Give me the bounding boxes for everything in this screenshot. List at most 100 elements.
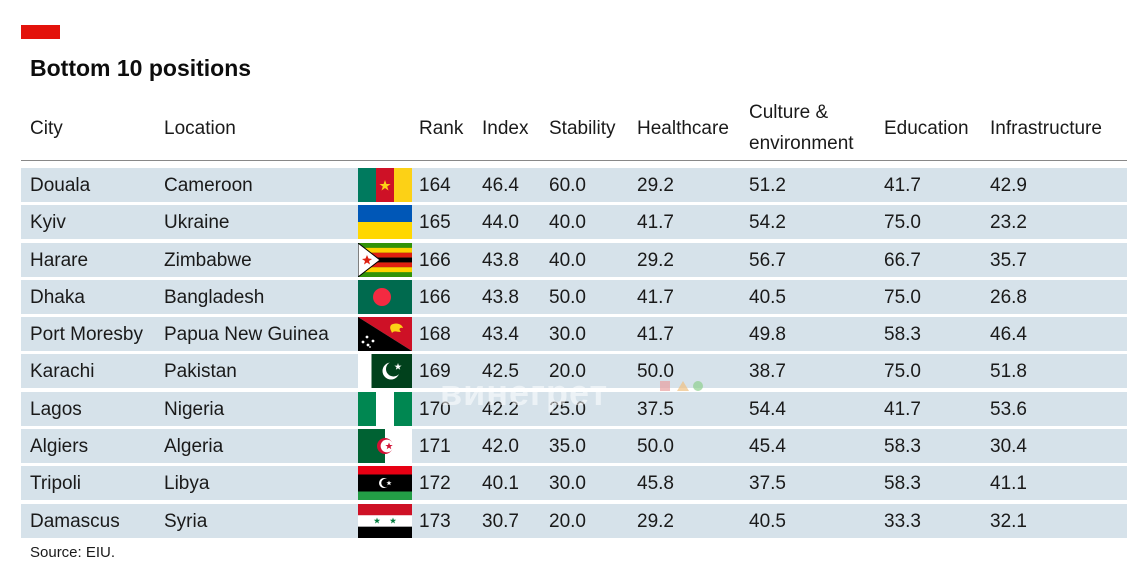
libya-flag [358, 466, 412, 501]
cell-rank: 166 [419, 249, 451, 271]
watermark-text: винегрет [440, 372, 609, 413]
cell-healthcare: 29.2 [637, 175, 674, 196]
cell-healthcare: 41.7 [637, 324, 674, 346]
cell-city: Port Moresby [30, 324, 143, 346]
header-healthcare: Healthcare [637, 118, 729, 139]
cell-index: 43.8 [482, 249, 519, 271]
source-note: Source: EIU. [30, 544, 116, 561]
zimbabwe-flag [358, 242, 412, 277]
table-title: Bottom 10 positions [30, 55, 252, 81]
algeria-flag [358, 429, 412, 464]
cell-infrastructure: 32.1 [990, 510, 1027, 532]
cell-education: 41.7 [884, 175, 921, 196]
cell-culture: 38.7 [749, 361, 786, 383]
table-row: Karachi Pakistan 169 42.5 20.0 50.0 38.7 75.0 51… [21, 354, 1127, 389]
accent-bar [21, 25, 60, 39]
cell-city: Dhaka [30, 286, 85, 308]
cell-stability: 50.0 [549, 286, 586, 308]
cell-education: 58.3 [884, 324, 921, 346]
cell-stability: 40.0 [549, 249, 586, 271]
cell-city: Harare [30, 249, 89, 271]
header-location: Location [164, 118, 236, 139]
header-culture-line2: environment [749, 133, 854, 154]
cell-education: 33.3 [884, 510, 921, 532]
cell-stability: 25.0 [549, 398, 586, 420]
cell-rank: 172 [419, 473, 451, 495]
table-row: Port Moresby Papua New Guinea 168 43.4 30.0 4… [21, 317, 1127, 352]
table-row: Harare Zimbabwe 166 43.8 40.0 29.2 56.7 66.7 35.… [21, 242, 1127, 277]
cell-education: 75.0 [884, 212, 921, 234]
cell-infrastructure: 23.2 [990, 212, 1027, 234]
cameroon-flag [358, 168, 412, 202]
cell-education: 66.7 [884, 249, 921, 271]
cell-culture: 56.7 [749, 249, 786, 271]
cell-index: 30.7 [482, 510, 519, 532]
nigeria-flag [358, 391, 412, 426]
cell-rank: 171 [419, 436, 451, 458]
cell-infrastructure: 41.1 [990, 473, 1027, 495]
cell-index: 42.5 [482, 361, 519, 383]
cell-location: Zimbabwe [164, 249, 252, 271]
cell-culture: 51.2 [749, 175, 786, 196]
cell-healthcare: 41.7 [637, 212, 674, 234]
cell-culture: 45.4 [749, 436, 786, 458]
cell-city: Lagos [30, 398, 82, 420]
header-culture-line1: Culture & [749, 102, 829, 123]
cell-city: Tripoli [30, 473, 82, 495]
header-stability: Stability [549, 118, 616, 139]
cell-healthcare: 50.0 [637, 436, 674, 458]
table-row: Tripoli Libya 172 40.1 30.0 45.8 37.5 58.3 41.1 [21, 466, 1127, 501]
cell-rank: 170 [419, 398, 451, 420]
cell-location: Ukraine [164, 212, 230, 234]
cell-rank: 168 [419, 324, 451, 346]
header-rank: Rank [419, 118, 464, 139]
cell-stability: 40.0 [549, 212, 586, 234]
pakistan-flag [358, 354, 412, 389]
cell-culture: 40.5 [749, 286, 786, 308]
cell-city: Kyiv [30, 212, 66, 234]
bangladesh-flag [358, 279, 412, 314]
cell-healthcare: 50.0 [637, 361, 674, 383]
cell-location: Pakistan [164, 361, 237, 383]
cell-healthcare: 45.8 [637, 473, 674, 495]
header-education: Education [884, 118, 969, 139]
ukraine-flag [358, 205, 412, 240]
cell-stability: 30.0 [549, 473, 586, 495]
cell-healthcare: 29.2 [637, 510, 674, 532]
cell-healthcare: 37.5 [637, 398, 674, 420]
cell-location: Algeria [164, 436, 224, 458]
cell-infrastructure: 51.8 [990, 361, 1027, 383]
cell-rank: 164 [419, 175, 451, 196]
cell-culture: 54.4 [749, 398, 786, 420]
cell-index: 43.4 [482, 324, 519, 346]
cell-rank: 169 [419, 361, 451, 383]
cell-stability: 20.0 [549, 510, 586, 532]
table-row: Lagos Nigeria 170 42.2 25.0 37.5 54.4 41.7 53.6 [21, 391, 1127, 426]
cell-culture: 37.5 [749, 473, 786, 495]
cell-index: 42.2 [482, 398, 519, 420]
table-row: Kyiv Ukraine 165 44.0 40.0 41.7 54.2 75.0 23.2 [21, 205, 1127, 240]
table-row: Douala Cameroon 164 46.4 60.0 29.2 51.2 41.7 42.… [21, 168, 1127, 202]
table-body: Douala Cameroon 164 46.4 60.0 29.2 51.2 41.7 42.… [21, 168, 1127, 541]
cell-infrastructure: 42.9 [990, 175, 1027, 196]
cell-index: 46.4 [482, 175, 519, 196]
cell-location: Syria [164, 510, 208, 532]
cell-index: 42.0 [482, 436, 519, 458]
table-row: Algiers Algeria 171 42.0 35.0 50.0 45.4 58.3 30.… [21, 429, 1127, 464]
cell-stability: 35.0 [549, 436, 586, 458]
cell-rank: 165 [419, 212, 451, 234]
cell-city: Damascus [30, 510, 120, 532]
cell-city: Douala [30, 175, 91, 196]
cell-location: Nigeria [164, 398, 225, 420]
header-rule [21, 160, 1127, 161]
table-row: Dhaka Bangladesh 166 43.8 50.0 41.7 40.5 75.0 26… [21, 279, 1127, 314]
cell-healthcare: 41.7 [637, 286, 674, 308]
cell-location: Bangladesh [164, 286, 265, 308]
papua-new-guinea-flag [358, 317, 412, 352]
cell-education: 75.0 [884, 361, 921, 383]
cell-stability: 30.0 [549, 324, 586, 346]
cell-infrastructure: 26.8 [990, 286, 1027, 308]
cell-city: Karachi [30, 361, 95, 383]
cell-location: Libya [164, 473, 210, 495]
cell-stability: 60.0 [549, 175, 586, 196]
